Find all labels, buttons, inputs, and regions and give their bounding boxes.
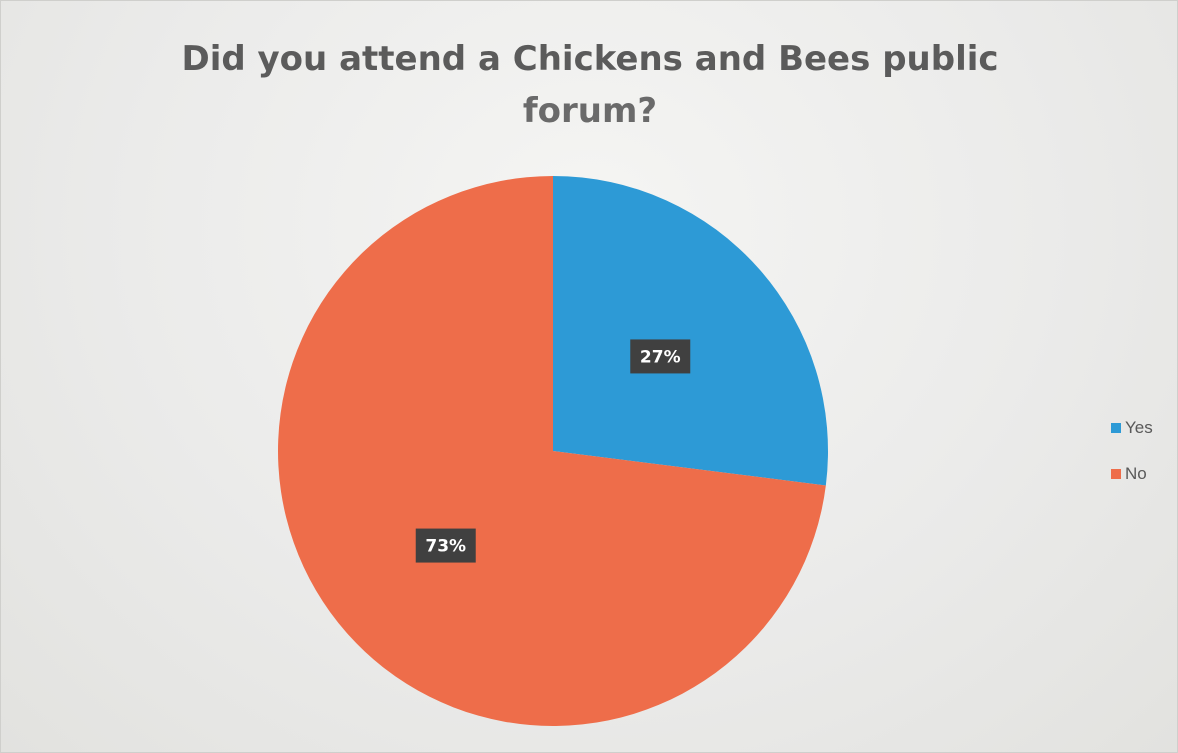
chart-title: Did you attend a Chickens and Bees publi… — [1, 33, 1177, 137]
data-label-box — [415, 528, 476, 563]
legend-label-yes: Yes — [1125, 418, 1153, 437]
legend-swatch-yes — [1111, 423, 1121, 433]
data-label-text: 73% — [425, 537, 466, 557]
chart-title-line1: Did you attend a Chickens and Bees publi… — [181, 39, 999, 79]
data-label-text: 27% — [640, 347, 681, 367]
pie-slice-yes — [553, 176, 828, 486]
legend-swatch-no — [1111, 469, 1121, 479]
data-label-yes: 27% — [630, 339, 691, 374]
data-label-no: 73% — [415, 528, 476, 563]
legend-label-no: No — [1125, 464, 1147, 483]
legend: Yes No — [1111, 416, 1153, 508]
legend-item-yes: Yes — [1111, 416, 1153, 440]
chart-title-line2: forum? — [522, 91, 658, 131]
pie-slice-no — [278, 176, 826, 726]
data-label-box — [630, 339, 691, 374]
legend-item-no: No — [1111, 462, 1153, 486]
